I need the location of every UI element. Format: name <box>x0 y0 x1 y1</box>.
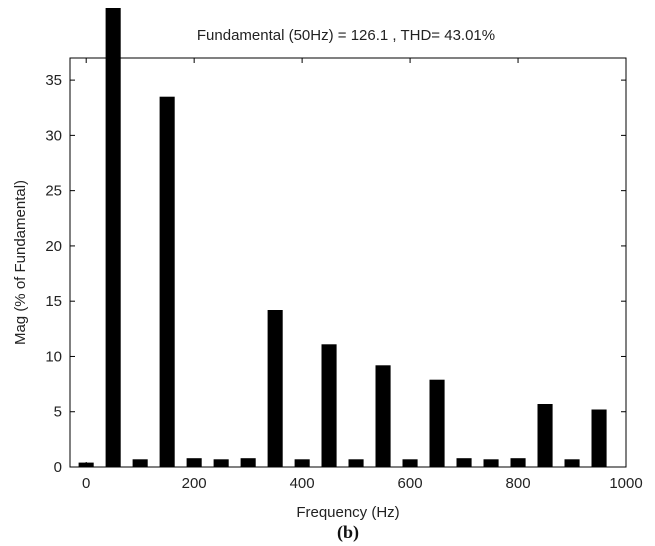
y-axis-ticks: 0 5 10 15 20 25 30 35 <box>45 72 626 476</box>
y-tick-label: 10 <box>45 348 62 365</box>
x-tick-label: 600 <box>398 475 423 492</box>
bar-350hz <box>267 310 283 467</box>
x-axis-ticks: 0 200 400 600 800 1000 <box>82 58 643 492</box>
bar-100hz <box>132 459 148 467</box>
bar-250hz <box>213 459 229 467</box>
bar-550hz <box>375 365 391 467</box>
x-tick-label: 400 <box>290 475 315 492</box>
bar-950hz <box>591 409 607 467</box>
plot-frame <box>69 57 627 468</box>
x-tick-label: 1000 <box>609 475 642 492</box>
y-tick-label: 25 <box>45 183 62 200</box>
y-tick-label: 35 <box>45 72 62 89</box>
y-tick-label: 15 <box>45 293 62 310</box>
bar-700hz <box>456 458 472 467</box>
bar-300hz <box>240 458 256 467</box>
y-tick-label: 5 <box>54 404 62 421</box>
x-axis-label: Frequency (Hz) <box>296 504 399 521</box>
bar-500hz <box>348 459 364 467</box>
bar-850hz <box>537 404 553 467</box>
y-tick-label: 30 <box>45 127 62 144</box>
x-tick-label: 200 <box>182 475 207 492</box>
y-tick-label: 0 <box>54 459 62 476</box>
y-tick-label: 20 <box>45 238 62 255</box>
bar-450hz <box>321 344 337 467</box>
chart-title: Fundamental (50Hz) = 126.1 , THD= 43.01% <box>197 27 495 44</box>
bar-150hz <box>159 96 175 467</box>
x-tick-label: 800 <box>506 475 531 492</box>
bar-650hz <box>429 379 445 467</box>
bar-750hz <box>483 459 499 467</box>
x-tick-label: 0 <box>82 475 90 492</box>
figure-caption: (b) <box>337 522 359 543</box>
bar-50hz <box>105 8 121 467</box>
bar-900hz <box>564 459 580 467</box>
y-axis-label: Mag (% of Fundamental) <box>12 180 29 345</box>
